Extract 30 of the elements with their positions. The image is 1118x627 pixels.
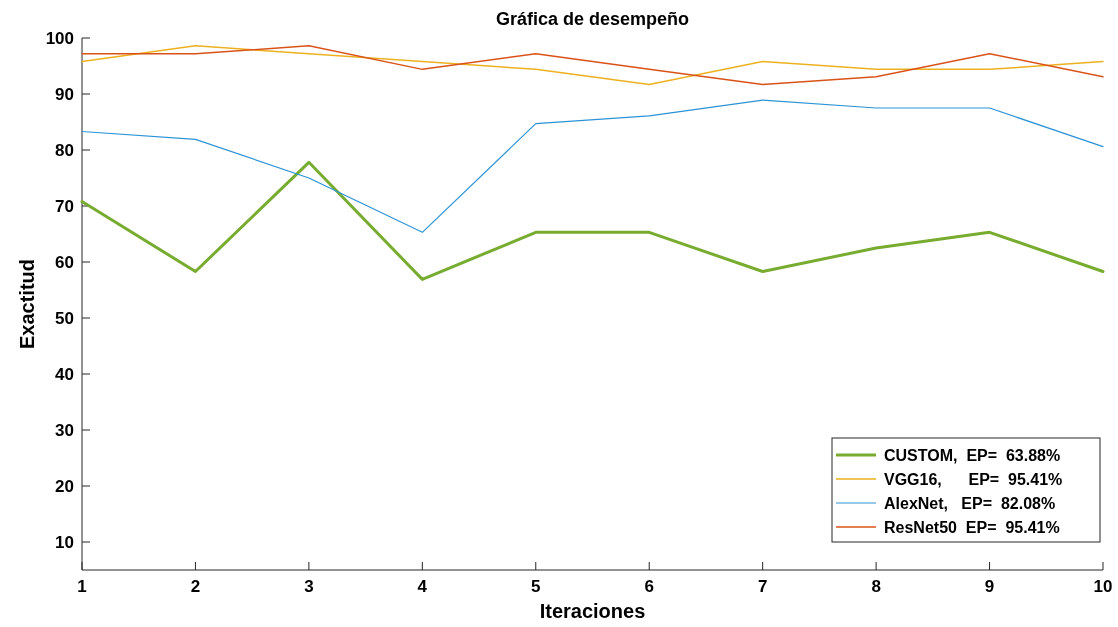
x-tick-label: 6 xyxy=(644,577,654,596)
y-tick-label: 80 xyxy=(55,141,74,160)
x-tick-label: 10 xyxy=(1093,577,1113,596)
x-tick-label: 7 xyxy=(757,577,768,596)
legend-label: CUSTOM, EP= 63.88% xyxy=(884,447,1061,464)
x-tick-label: 4 xyxy=(417,577,428,596)
y-tick-label: 40 xyxy=(55,365,74,384)
legend-label: AlexNet, EP= 82.08% xyxy=(884,495,1056,512)
y-tick-label: 100 xyxy=(45,29,74,48)
y-axis-title: Exactitud xyxy=(16,258,38,350)
y-tick-label: 30 xyxy=(55,421,74,440)
x-tick-label: 1 xyxy=(77,577,87,596)
chart-title: Gráfica de desempeño xyxy=(495,9,690,29)
x-tick-label: 2 xyxy=(190,577,201,596)
y-tick-label: 60 xyxy=(55,253,74,272)
x-tick-label: 5 xyxy=(531,577,541,596)
line-series xyxy=(81,45,1104,86)
line-series xyxy=(81,99,1104,233)
y-tick-label: 50 xyxy=(55,309,74,328)
x-tick-label: 3 xyxy=(304,577,314,596)
y-tick-label: 70 xyxy=(55,197,74,216)
line-series xyxy=(80,160,1105,281)
y-tick-label: 90 xyxy=(55,85,74,104)
x-tick-label: 9 xyxy=(984,577,995,596)
x-tick-label: 8 xyxy=(871,577,881,596)
x-axis-title: Iteraciones xyxy=(539,600,646,622)
y-tick-label: 20 xyxy=(55,477,74,496)
legend-label: ResNet50 EP= 95.41% xyxy=(884,519,1060,536)
legend-label: VGG16, EP= 95.41% xyxy=(884,471,1063,488)
y-tick-label: 10 xyxy=(55,533,74,552)
